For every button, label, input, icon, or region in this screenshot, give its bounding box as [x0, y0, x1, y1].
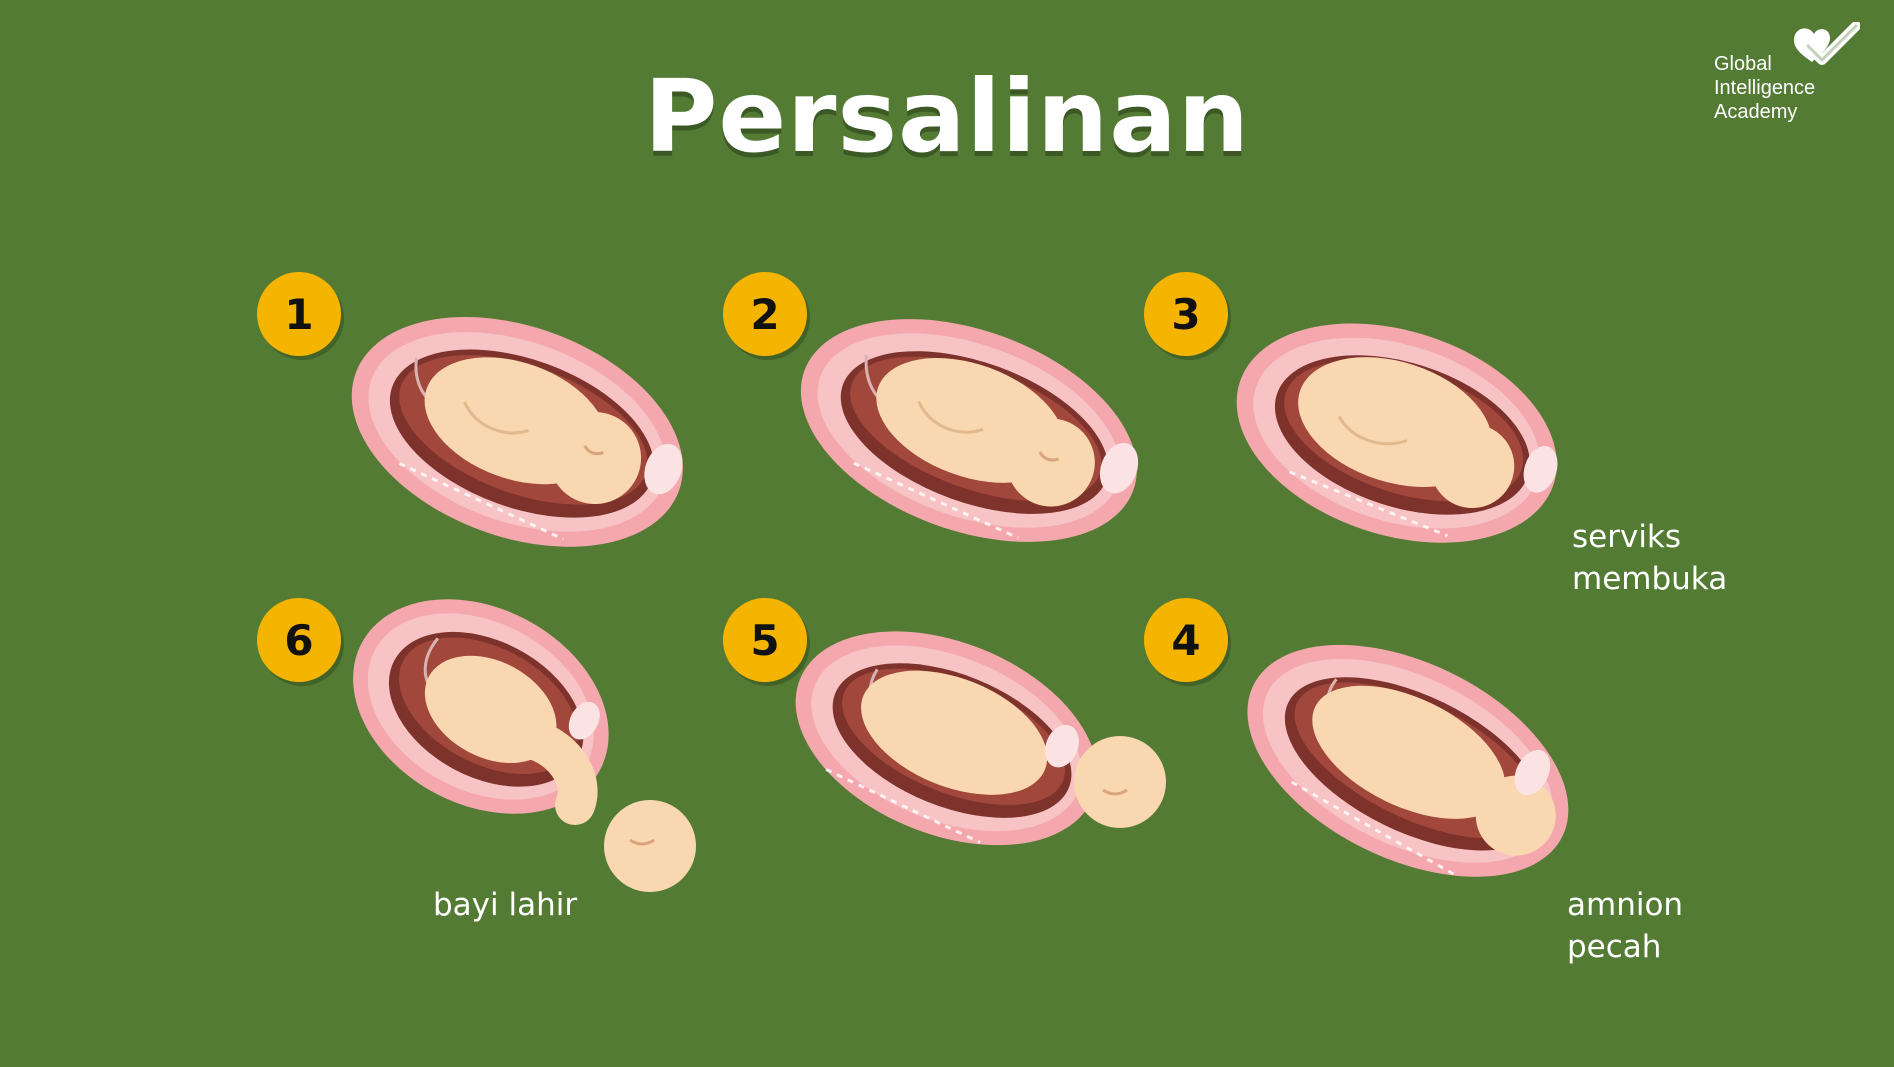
uterus-illustration-6	[353, 599, 696, 892]
step-badge-6: 6	[257, 598, 341, 682]
step-badge-1: 1	[257, 272, 341, 356]
step-label-line: serviks	[1572, 519, 1682, 555]
step-label-line: amnion	[1567, 887, 1684, 923]
uterus-illustration-5	[795, 631, 1166, 846]
heart-check-icon	[1794, 22, 1860, 65]
step-badge-5: 5	[723, 598, 807, 682]
step-badge-2: 2	[723, 272, 807, 356]
step-label-line: membuka	[1572, 561, 1728, 597]
brand-name: Global Intelligence Academy	[1714, 52, 1815, 124]
uterus-illustration-1	[351, 317, 683, 547]
step-label-4: amnion pecah	[1567, 884, 1683, 968]
brand-line: Global	[1714, 53, 1772, 75]
brand-logo: Global Intelligence Academy	[1712, 22, 1882, 132]
step-badge-4: 4	[1144, 598, 1228, 682]
uterus-illustration-4	[1247, 644, 1569, 878]
page-title: Persalinan	[644, 58, 1250, 175]
step-label-3: serviks membuka	[1572, 516, 1727, 600]
step-badge-3: 3	[1144, 272, 1228, 356]
brand-line: Academy	[1714, 101, 1798, 123]
uterus-illustration-2	[800, 319, 1139, 542]
step-label-6: bayi lahir	[433, 887, 578, 923]
uterus-illustration-3	[1236, 323, 1558, 543]
brand-line: Intelligence	[1714, 77, 1816, 99]
step-label-line: pecah	[1567, 929, 1662, 965]
